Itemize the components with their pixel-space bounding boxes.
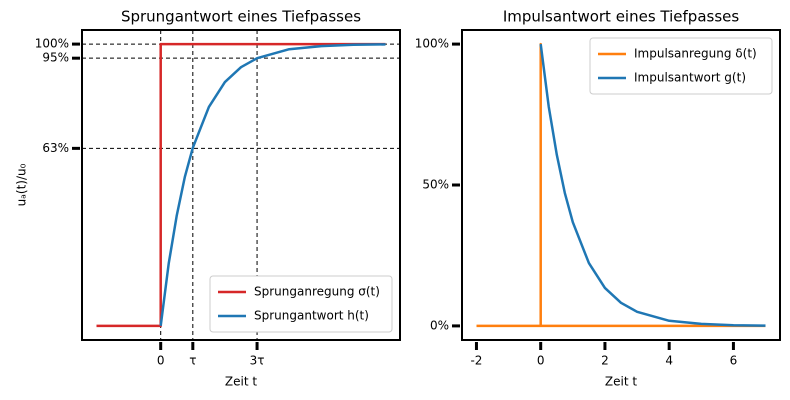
x-tick-label: 6 (730, 354, 738, 368)
legend-label: Impulsantwort g(t) (634, 71, 746, 85)
y-tick-label: 0% (430, 318, 449, 332)
y-axis-label: uₐ(t)/u₀ (15, 163, 29, 206)
x-tick-label: 0 (157, 354, 165, 368)
y-tick-label: 95% (42, 51, 69, 65)
x-axis-label: Zeit t (225, 375, 257, 389)
series-line (159, 43, 386, 327)
x-tick-label: -2 (470, 354, 482, 368)
plot-frame (81, 29, 401, 341)
x-tick-label: 3τ (250, 354, 265, 368)
legend-box (209, 275, 393, 333)
series-line (96, 42, 386, 328)
series-line (539, 43, 766, 327)
chart-title: Impulsantwort eines Tiefpasses (503, 8, 740, 26)
x-axis-label: Zeit t (605, 375, 637, 389)
x-tick-label: 4 (665, 354, 673, 368)
legend-label: Sprungantwort h(t) (254, 309, 369, 323)
legend-label: Impulsanregung δ(t) (634, 47, 757, 61)
x-tick-label: 2 (601, 354, 609, 368)
legend-box (589, 37, 773, 95)
y-tick-label: 50% (422, 178, 449, 192)
legend-label: Sprunganregung σ(t) (254, 285, 380, 299)
y-tick-label: 100% (415, 37, 449, 51)
y-tick-label: 100% (35, 37, 69, 51)
chart-title: Sprungantwort eines Tiefpasses (121, 8, 361, 26)
x-tick-label: τ (189, 354, 196, 368)
plot-frame (461, 29, 781, 341)
y-tick-label: 63% (42, 141, 69, 155)
x-tick-label: 0 (537, 354, 545, 368)
